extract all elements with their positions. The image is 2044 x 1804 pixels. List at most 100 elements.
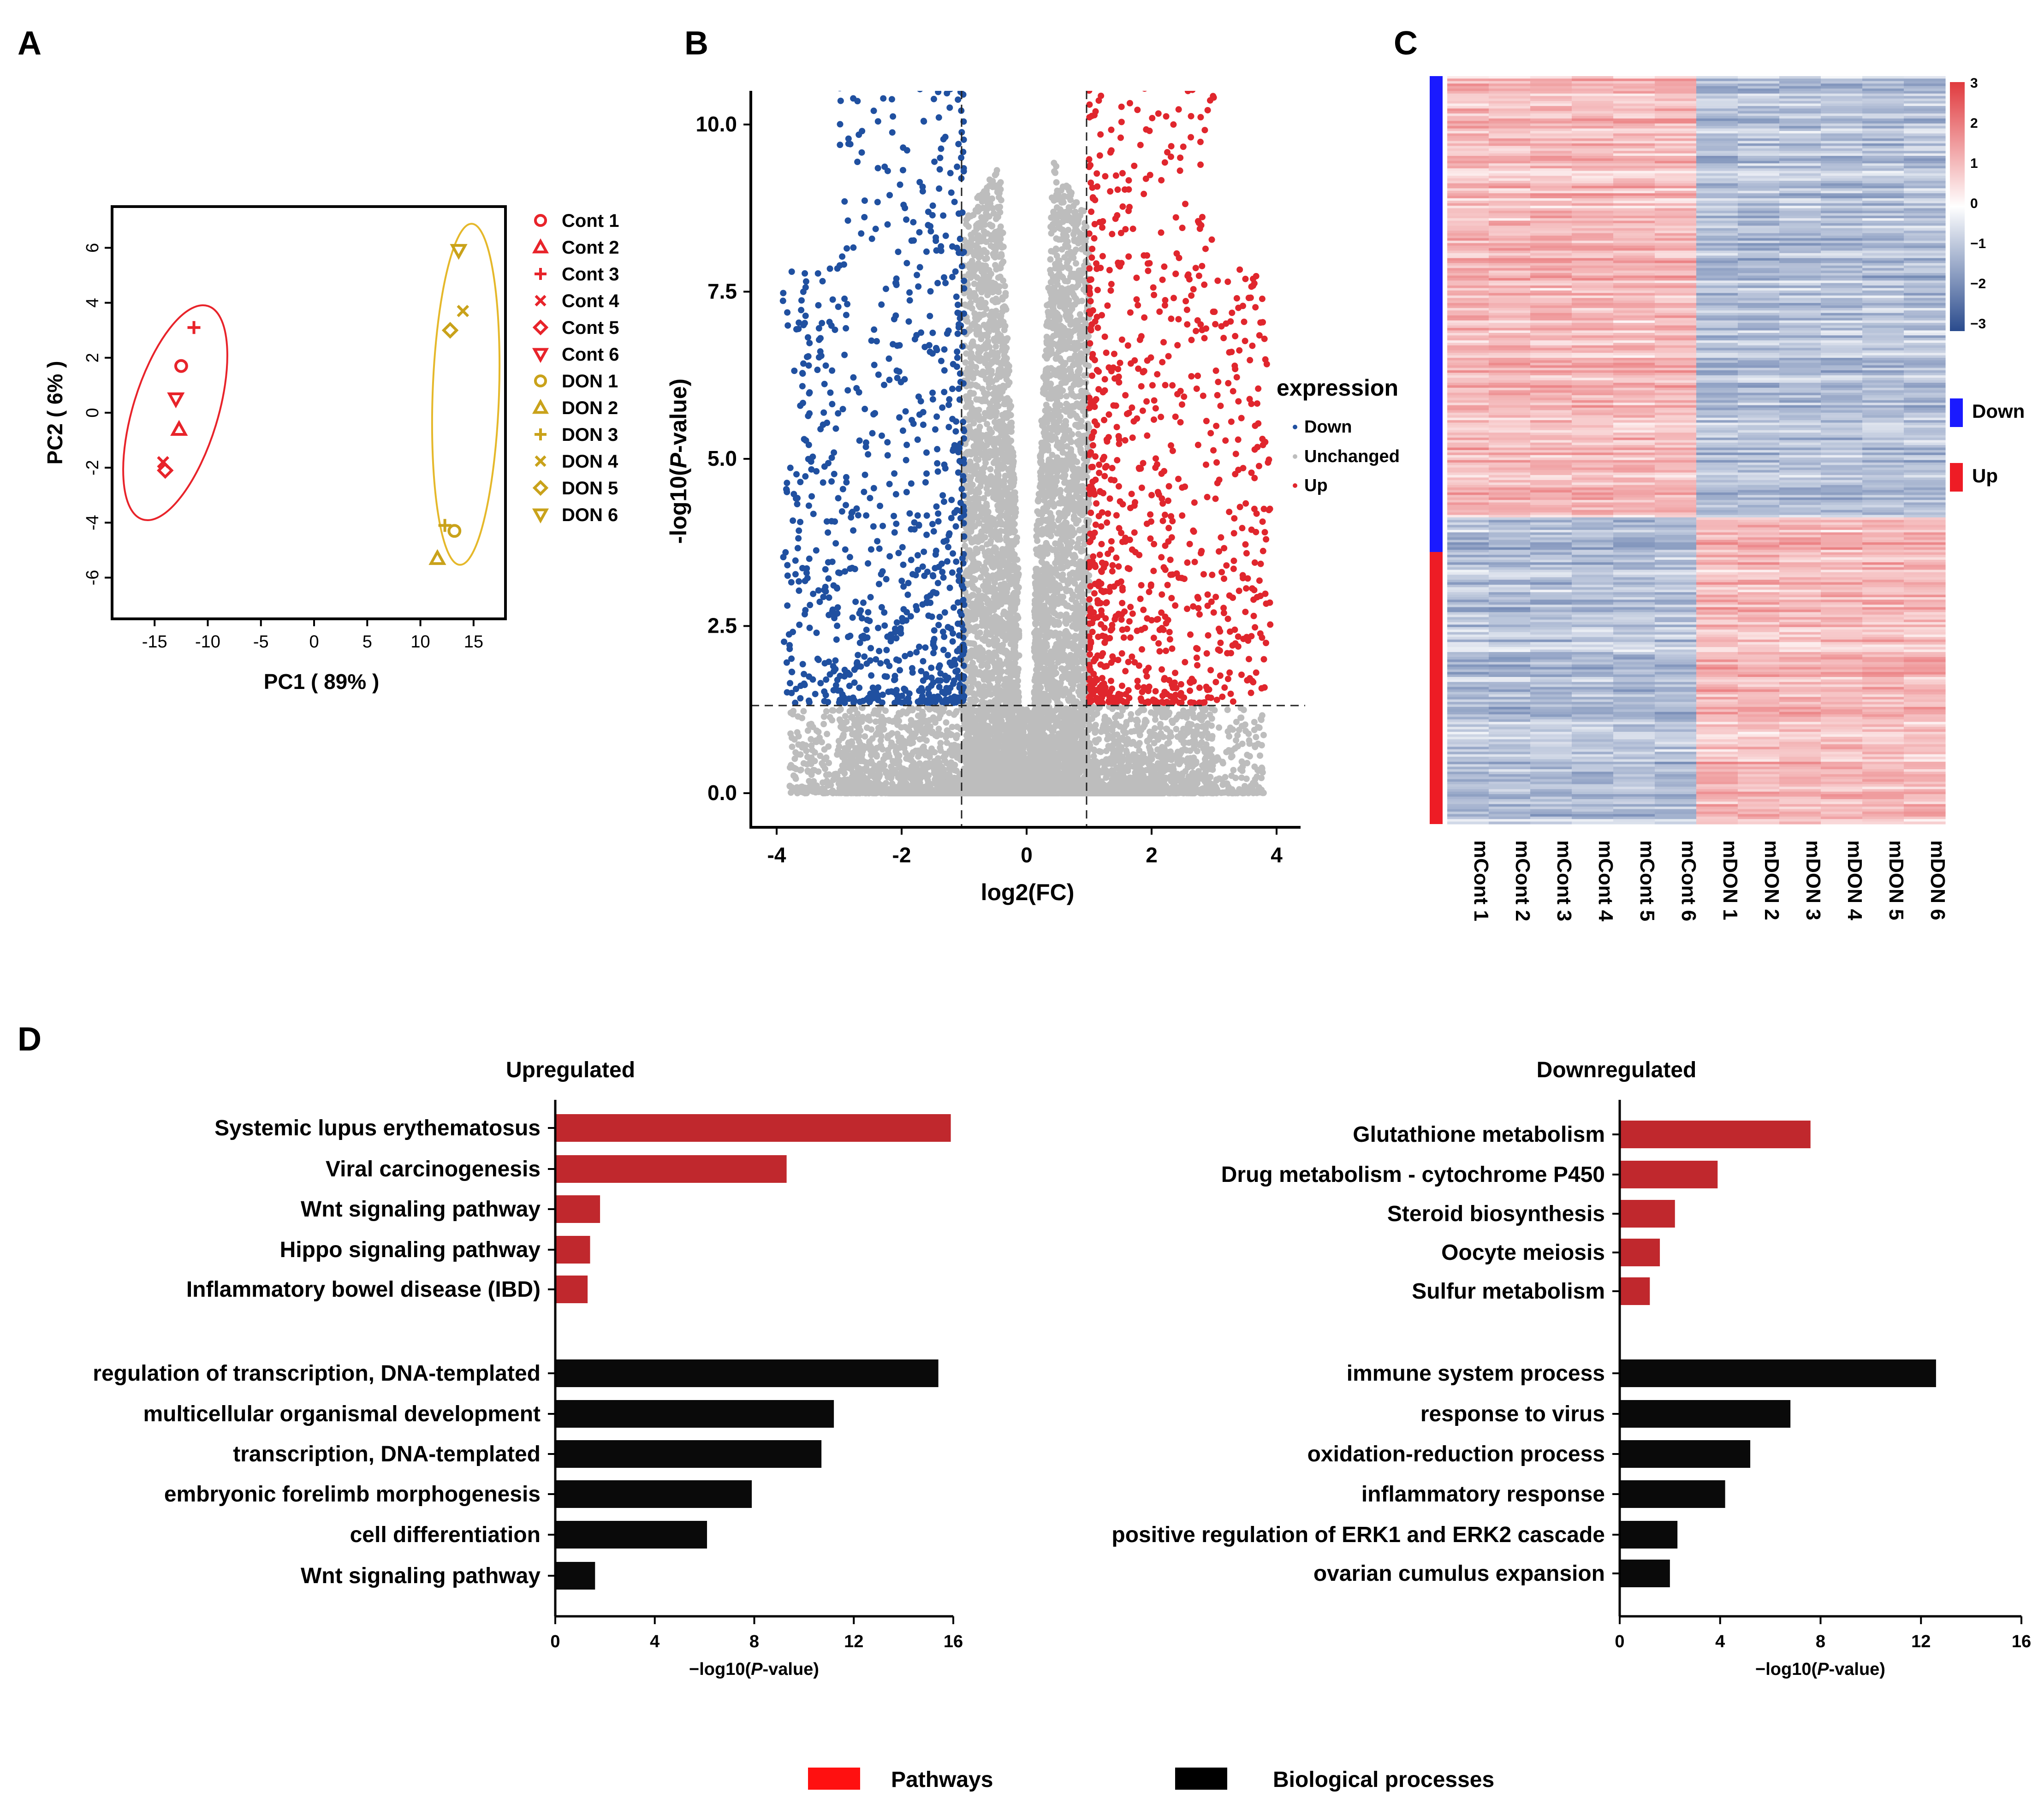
pca-legend-marker-don-5 — [532, 480, 549, 496]
volcano-point-unchanged — [1078, 417, 1085, 424]
volcano-point-unchanged — [1068, 390, 1075, 397]
volcano-point-unchanged — [831, 771, 838, 777]
pca-legend-marker-cont-5 — [532, 319, 549, 336]
pca-legend-marker-cont-3 — [535, 268, 547, 280]
pca-point-don-1 — [447, 524, 462, 538]
pca-plot-frame — [111, 205, 507, 620]
pca-legend-label-cont-6: Cont 6 — [562, 344, 619, 365]
panel-label-d: D — [18, 1021, 42, 1058]
volcano-point-unchanged — [1080, 316, 1087, 323]
volcano-point-unchanged — [987, 466, 994, 473]
volcano-point-unchanged — [1224, 706, 1231, 713]
pca-ytick-label: 0 — [83, 408, 102, 417]
volcano-point-unchanged — [1230, 767, 1237, 774]
pca-point-don-2 — [428, 549, 446, 565]
pca-xtick-label: -5 — [253, 632, 269, 652]
volcano-point-unchanged — [1034, 537, 1041, 544]
volcano-point-unchanged — [869, 735, 876, 742]
pca-legend-marker-don-1 — [534, 374, 547, 388]
volcano-point-unchanged — [824, 730, 831, 737]
pca-xlabel: PC1 ( 89% ) — [264, 670, 380, 694]
volcano-point-unchanged — [811, 749, 818, 756]
volcano-point-unchanged — [823, 754, 830, 761]
volcano-point-unchanged — [962, 359, 969, 366]
pca-legend-marker-cont-1 — [534, 214, 547, 227]
volcano-point-unchanged — [1225, 747, 1232, 754]
volcano-point-unchanged — [1258, 775, 1265, 782]
pca-don-ellipse — [431, 223, 501, 566]
volcano-point-unchanged — [1081, 540, 1088, 547]
pca-cont-ellipse — [122, 304, 228, 521]
volcano-point-unchanged — [1157, 721, 1164, 728]
pca-legend-marker-don-4 — [535, 455, 547, 467]
pca-ytick-label: 2 — [83, 353, 102, 362]
pca-point-don-3 — [438, 519, 452, 532]
volcano-point-unchanged — [800, 708, 807, 715]
pca-legend-label-don-2: DON 2 — [562, 398, 618, 418]
volcano-point-unchanged — [1071, 237, 1078, 244]
pca-xtick-label: -10 — [195, 632, 220, 652]
volcano-point-unchanged — [806, 721, 813, 728]
pca-legend-marker-cont-6 — [532, 348, 549, 363]
volcano-point-unchanged — [1047, 256, 1054, 263]
panel-label-a: A — [18, 25, 42, 62]
volcano-point-unchanged — [1001, 283, 1008, 290]
pca-point-cont-3 — [187, 321, 201, 334]
volcano-point-unchanged — [842, 713, 849, 720]
volcano-point-unchanged — [1083, 458, 1090, 465]
pca-point-don-5 — [441, 321, 459, 339]
pca-xtick-label: -15 — [142, 632, 167, 652]
volcano-point-unchanged — [1173, 726, 1180, 733]
volcano-point-unchanged — [1258, 742, 1265, 749]
pca-xtick-label: 0 — [309, 632, 319, 652]
volcano-point-unchanged — [862, 733, 868, 740]
pca-legend-marker-don-2 — [532, 398, 549, 414]
pca-legend-label-cont-3: Cont 3 — [562, 264, 619, 285]
pca-legend-label-cont-1: Cont 1 — [562, 211, 619, 231]
pca-ytick-label: -4 — [83, 515, 102, 531]
pca-point-cont-1 — [174, 359, 188, 373]
pca-ytick-label: 4 — [83, 298, 102, 308]
volcano-point-unchanged — [873, 744, 880, 751]
pca-ytick-label: -6 — [83, 570, 102, 586]
volcano-point-unchanged — [1072, 208, 1079, 215]
pca-xtick-label: 10 — [410, 632, 430, 652]
volcano-point-unchanged — [997, 223, 1004, 230]
pca-xtick-label: 15 — [464, 632, 483, 652]
volcano-point-unchanged — [879, 746, 886, 753]
pca-legend-label-don-5: DON 5 — [562, 478, 618, 498]
volcano-point-unchanged — [1151, 740, 1158, 747]
volcano-point-unchanged — [997, 528, 1004, 534]
volcano-panel: -4 -2 0 2 40.02.55.07.510.0 log2(FC) -log10(… — [665, 91, 1400, 905]
volcano-point-unchanged — [1246, 737, 1253, 744]
volcano-point-unchanged — [1073, 260, 1080, 267]
volcano-point-unchanged — [1233, 718, 1240, 725]
pca-point-don-4 — [457, 305, 469, 317]
pca-legend-label-cont-2: Cont 2 — [562, 237, 619, 258]
volcano-point-unchanged — [820, 713, 827, 720]
volcano-point-unchanged — [1206, 711, 1213, 718]
panel-label-b: B — [684, 25, 708, 62]
pca-point-don-6 — [450, 244, 468, 260]
volcano-point-unchanged — [1188, 721, 1195, 728]
volcano-point-unchanged — [866, 717, 873, 724]
volcano-point-unchanged — [1128, 728, 1135, 735]
pca-legend-label-don-3: DON 3 — [562, 425, 618, 445]
volcano-point-unchanged — [1136, 747, 1143, 754]
volcano-point-unchanged — [815, 729, 822, 736]
volcano-point-unchanged — [983, 255, 990, 262]
pca-legend-marker-don-3 — [535, 428, 547, 440]
pca-legend-marker-cont-2 — [532, 238, 549, 254]
volcano-point-unchanged — [943, 719, 950, 726]
pca-points — [157, 244, 469, 565]
pca-legend-label-cont-5: Cont 5 — [562, 318, 619, 338]
pca-legend-label-don-6: DON 6 — [562, 505, 618, 525]
pca-point-cont-5 — [157, 462, 174, 479]
volcano-point-unchanged — [1251, 742, 1258, 749]
pca-legend-label-don-1: DON 1 — [562, 371, 618, 392]
panel-label-c: C — [1394, 25, 1418, 62]
